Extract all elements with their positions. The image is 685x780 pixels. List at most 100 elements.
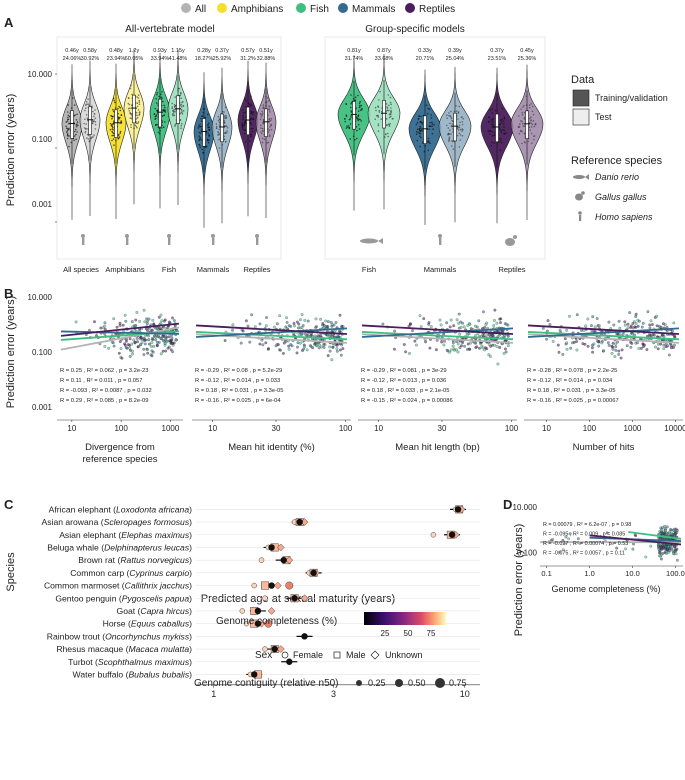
violin-mammals-test-point [223,111,225,113]
panel-b-point [474,346,478,349]
panel-b-point [299,318,302,322]
violin-amphibians-test-point [127,102,130,105]
panel-b-point [493,308,497,312]
violin-amphibians-test-point [138,111,141,114]
violin-group-reptiles-train-box [495,113,499,143]
violin-amphibians-test-point [131,93,133,96]
species-row: Beluga whale (Delphinapterus leucas) [47,542,480,552]
panel-a: All-vertebrate model Group-specific mode… [5,24,668,274]
panel-b-point [623,320,627,324]
violin-reptiles-test-point [261,129,264,132]
violin-group-fish-train-point [355,126,358,128]
panel-b-point [142,353,146,356]
violin-group-mammals-train-point [419,130,421,132]
panel-c-ylabel: Species [5,552,17,592]
violin-all-train-median-label: 0.46y [65,48,79,54]
violin-mammals-train-point [207,124,209,126]
panel-b-point [485,334,489,337]
panel-b-point [151,338,155,342]
species-point-female [262,595,268,601]
violin-group-fish-test-point [387,109,390,112]
violin-all-test-point [84,109,86,112]
species-point-male [261,581,269,590]
panel-b-point [296,345,299,349]
violin-mammals-test-point [224,140,227,143]
species-row: Turbot (Scophthalmus maximus) [68,657,480,667]
violin-group-fish-test-point [386,124,388,126]
violin-group-reptiles-test-point [528,107,531,109]
panel-d-point [649,544,653,548]
violin-group-fish-test-box [382,99,386,129]
violin-group-reptiles-train-point [493,142,496,144]
sex-legend-female-label: Female [293,650,323,660]
panel-a-xlabel: All species [63,265,99,274]
violin-reptiles-train-point [244,98,246,100]
data-legend: Data Training/validation Test [571,74,668,126]
violin-group-reptiles-train-point [502,120,505,122]
sex-legend: Sex Female Male Unknown [255,650,423,661]
violin-group-reptiles-train-point [503,116,506,118]
violin-group-reptiles-train-point [499,123,501,125]
panel-b-point [642,343,645,346]
panel-d-point [661,545,665,548]
violin-group-fish-train-point [348,127,351,130]
violin-mammals-train-point [208,126,210,129]
species-label: Horse (Equus caballus) [103,619,192,629]
panel-b-point [171,316,174,320]
violin-group-reptiles-train-point [487,130,490,132]
violin-reptiles-test-point [270,118,273,120]
violin-group-fish-train-point [357,119,360,122]
violin-reptiles-train-point [243,123,245,125]
violin-group-reptiles-train-point [488,130,491,133]
panel-b-point [546,329,549,333]
reference-legend-danio: Danio rerio [595,172,639,182]
violin-amphibians-train-point [112,115,114,118]
violin-mammals-test-point [218,118,221,120]
panel-b-point [248,340,252,344]
species-point-unknown [276,645,285,653]
violin-fish-test-error-label: 41.48% [169,56,188,62]
panel-d-xtick-label: 0.1 [541,569,551,578]
violin-group-mammals-train-point [430,117,433,119]
panel-b-point [328,349,332,353]
violin-mammals-train-point [199,136,201,139]
violin-group-reptiles-test-point [523,125,526,127]
violin-group-reptiles-test-point [530,116,532,118]
panel-b-point [143,342,147,346]
completeness-tick-25: 25 [381,629,390,638]
panel-b-point [223,339,227,342]
violin-group-reptiles-train-point [491,126,494,128]
panel-b-xtick-label: 1000 [162,424,180,433]
panel-b-stat-mammals: R = 0.18 , R² = 0.031 , p = 3.3e-05 [195,388,283,394]
panel-b-point [493,319,496,322]
panel-b-point [439,323,443,327]
violin-all-test-point [83,122,85,125]
species-row: Water buffalo (Bubalus bubalis) [73,669,480,679]
panel-b-stat-fish: R = -0.12 , R² = 0.013 , p = 0.036 [361,378,446,384]
panel-d-point [674,552,678,556]
panel-b-point [626,326,630,330]
panel-b-point [167,335,171,339]
panel-b-point [617,353,621,356]
panel-b-point [482,310,485,314]
violin-group-mammals-test-point [456,110,458,112]
panel-d-xtick-label: 100.0 [666,569,685,578]
panel-b-point [631,322,635,325]
panel-b-point [629,324,633,328]
panel-b-point [165,340,169,343]
violin-group-mammals-train-point [419,135,421,137]
species-true-marker [254,607,262,615]
violin-mammals-test-point [217,134,219,136]
violin-group-fish-train-point [358,102,361,105]
panel-b-subplot-4: 10 100 1000 10000 Number of hits R = -0.28 , … [524,310,685,453]
violin-group-fish-test-point [389,113,392,115]
panel-b-point [662,343,666,347]
panel-b-point [484,346,487,350]
violin-amphibians-test-point [129,107,131,109]
violin-group-mammals-train-point [426,141,429,143]
violin-group-reptiles-train-point [492,121,495,124]
violin-all-train-point [75,125,78,128]
violin-mammals-test-point [217,119,220,122]
panel-b-point [616,340,619,344]
violin-group-reptiles-train-point [501,118,503,121]
